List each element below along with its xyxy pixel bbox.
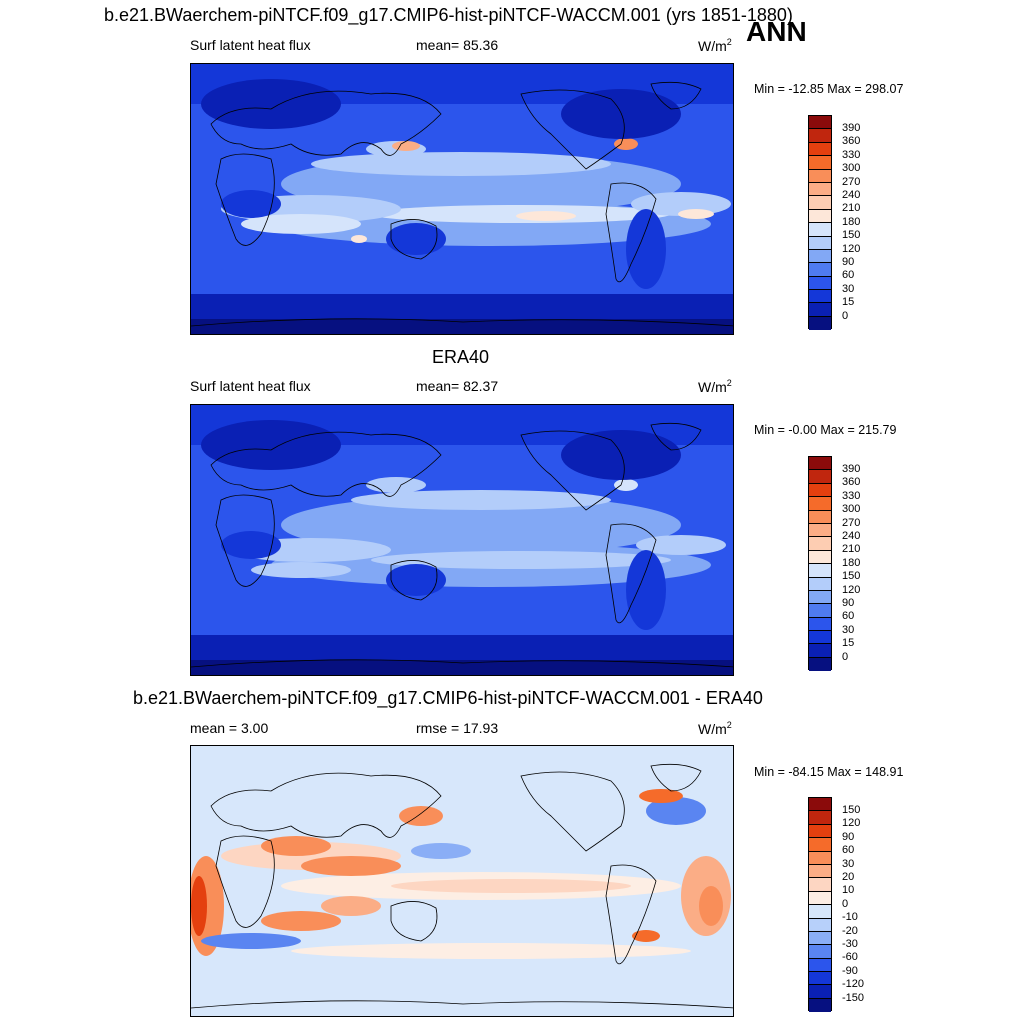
panel2-tick: 330 [842, 490, 861, 502]
panel1-tick: 240 [842, 189, 861, 201]
panel3-minmax: Min = -84.15 Max = 148.91 [754, 765, 904, 779]
panel3-mean-label: mean = 3.00 [190, 720, 269, 736]
panel3-tick: -150 [842, 992, 865, 1004]
panel1-tick: 0 [842, 310, 849, 322]
panel2-tick: 90 [842, 597, 855, 609]
panel1-tick: 60 [842, 269, 855, 281]
panel1-tick: 120 [842, 243, 861, 255]
panel3-tick: -30 [842, 938, 858, 950]
panel2-tick: 15 [842, 637, 855, 649]
panel2-tick: 390 [842, 463, 861, 475]
panel1-map [190, 63, 734, 335]
panel2-mean-label: mean= 82.37 [416, 378, 499, 394]
panel3-tick: 120 [842, 817, 861, 829]
panel2-tick: 180 [842, 557, 861, 569]
panel2-units: W/m2 [698, 378, 732, 395]
panel3-tick: 60 [842, 844, 855, 856]
panel1-units: W/m2 [698, 37, 732, 54]
panel3-tick: -20 [842, 925, 858, 937]
panel3-map [190, 745, 734, 1017]
panel3-tick: 20 [842, 871, 855, 883]
panel3-tick: -90 [842, 965, 858, 977]
panel1-tick: 360 [842, 135, 861, 147]
panel3-tick: 30 [842, 858, 855, 870]
panel1-tick: 330 [842, 149, 861, 161]
panel3-colorbar [808, 797, 832, 1013]
panel2-tick: 270 [842, 517, 861, 529]
panel2-tick: 210 [842, 543, 861, 555]
panel1-tick: 210 [842, 202, 861, 214]
panel1-tick: 270 [842, 176, 861, 188]
panel3-tick: 10 [842, 884, 855, 896]
panel2-tick: 150 [842, 570, 861, 582]
panel1-tick: 90 [842, 256, 855, 268]
panel2-title: ERA40 [432, 347, 490, 367]
panel2-tick: 120 [842, 584, 861, 596]
panel2-tick: 300 [842, 503, 861, 515]
panel3-tick: -60 [842, 951, 858, 963]
panel3-tick: 90 [842, 831, 855, 843]
panel3-rmse-label: rmse = 17.93 [416, 720, 499, 736]
panel2-tick: 0 [842, 651, 849, 663]
panel2-tick: 60 [842, 610, 855, 622]
panel1-minmax: Min = -12.85 Max = 298.07 [754, 82, 904, 96]
panel3-units: W/m2 [698, 720, 732, 737]
panel1-tick: 300 [842, 162, 861, 174]
panel1-mean-label: mean= 85.36 [416, 37, 499, 53]
panel1-title: b.e21.BWaerchem-piNTCF.f09_g17.CMIP6-his… [104, 5, 793, 25]
panel3-tick: 0 [842, 898, 849, 910]
panel1-colorbar [808, 115, 832, 331]
panel3-title: b.e21.BWaerchem-piNTCF.f09_g17.CMIP6-his… [133, 688, 763, 708]
panel2-colorbar [808, 456, 832, 672]
panel2-minmax: Min = -0.00 Max = 215.79 [754, 423, 897, 437]
panel1-tick: 150 [842, 229, 861, 241]
panel1-variable-label: Surf latent heat flux [190, 37, 311, 53]
panel2-tick: 30 [842, 624, 855, 636]
panel1-tick: 180 [842, 216, 861, 228]
panel2-tick: 360 [842, 476, 861, 488]
panel1-tick: 390 [842, 122, 861, 134]
panel3-tick: 150 [842, 804, 861, 816]
panel1-tick: 30 [842, 283, 855, 295]
panel2-tick: 240 [842, 530, 861, 542]
panel1-tick: 15 [842, 296, 855, 308]
season-label: ANN [746, 16, 807, 47]
panel3-tick: -10 [842, 911, 858, 923]
panel3-tick: -120 [842, 978, 865, 990]
panel2-map [190, 404, 734, 676]
panel2-variable-label: Surf latent heat flux [190, 378, 311, 394]
